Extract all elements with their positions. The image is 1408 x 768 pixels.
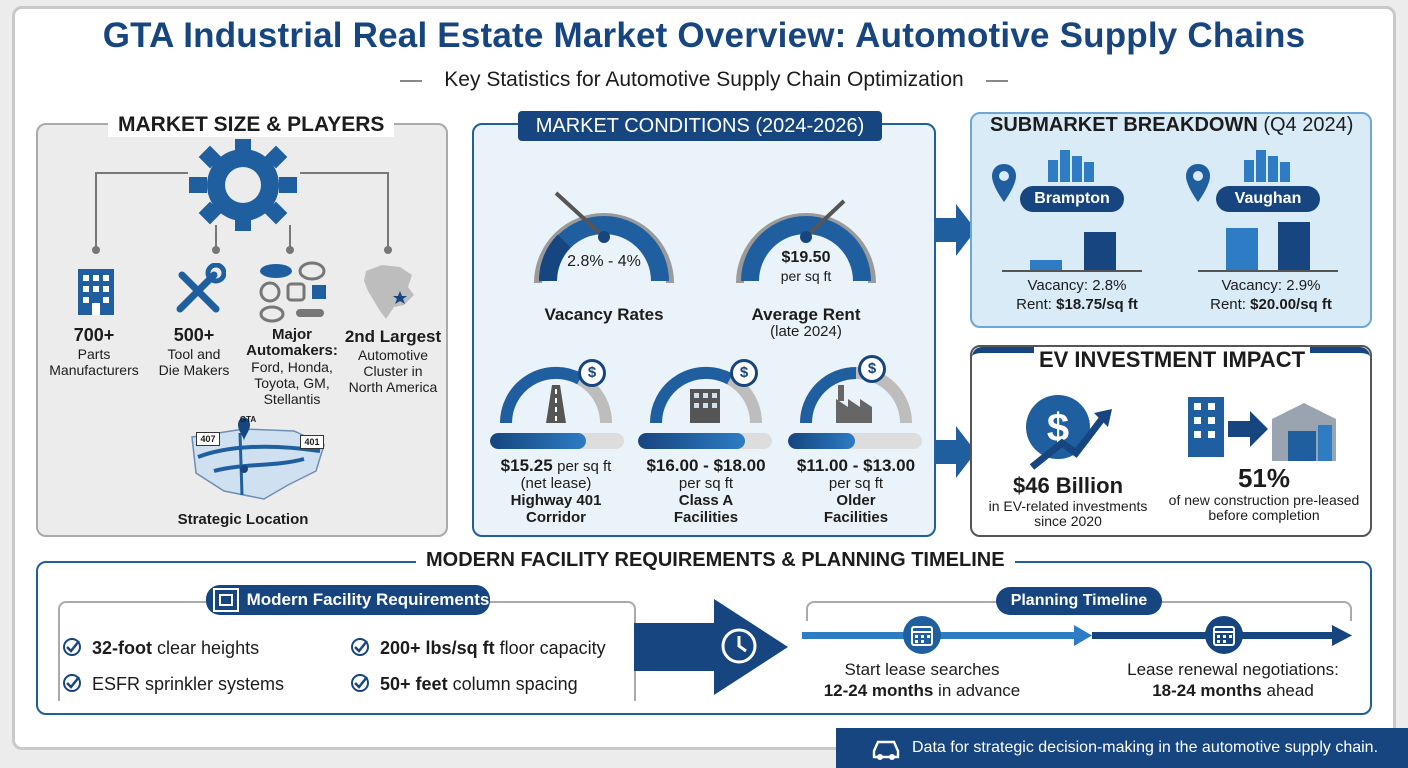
class-a-price-bar: [638, 433, 772, 449]
location-pin-icon: [1186, 164, 1210, 202]
submarket-panel: SUBMARKET BREAKDOWN (Q4 2024) Brampton V…: [970, 112, 1372, 328]
footer-banner: Data for strategic decision-making in th…: [836, 728, 1408, 768]
rent-unit: per sq ft: [780, 268, 832, 284]
requirement-item: 200+ lbs/sq ft floor capacity: [350, 637, 606, 659]
submarket-tag-brampton: Brampton: [1020, 186, 1124, 212]
older-price-bar: [788, 433, 922, 449]
rent-note: (late 2024): [770, 323, 842, 340]
brampton-stats: Vacancy: 2.8% Rent: $18.75/sq ft: [1016, 277, 1138, 313]
requirement-item: 50+ feet column spacing: [350, 673, 578, 695]
ev-heading: EV INVESTMENT IMPACT: [1034, 347, 1310, 373]
calendar-icon: [1205, 616, 1243, 654]
brampton-bar-rent: [1084, 232, 1116, 270]
vaughan-bar-rent: [1278, 222, 1310, 270]
check-circle-icon: [351, 638, 369, 656]
check-circle-icon: [63, 674, 81, 692]
page-subtitle: Key Statistics for Automotive Supply Cha…: [444, 68, 964, 91]
connector-lines: [92, 172, 392, 254]
rent-label: Average Rent: [751, 305, 861, 324]
requirements-title: Modern Facility Requirements: [206, 585, 490, 615]
strategic-location-label: Strategic Location: [177, 511, 309, 528]
arrow-right-icon: [934, 204, 976, 256]
vacancy-gauge: [534, 191, 674, 284]
dollar-badge-icon: $: [578, 359, 606, 387]
timeline-step-renewal: Lease renewal negotiations: 18-24 months…: [1127, 660, 1339, 700]
investment-growth-icon: $: [1026, 395, 1112, 470]
conditions-heading: MARKET CONDITIONS (2024-2026): [518, 111, 882, 141]
hwy-401-shield: 401: [300, 435, 324, 449]
requirement-item: ESFR sprinkler systems: [62, 673, 284, 695]
blueprint-icon: [213, 588, 239, 612]
hwy-407-shield: 407: [196, 432, 220, 446]
highway-gauge-icon: [499, 366, 612, 424]
check-circle-icon: [63, 638, 81, 656]
svg-text:$: $: [1047, 406, 1069, 450]
ev-preleased-desc: of new construction pre-leased before co…: [1168, 492, 1360, 523]
calendar-icon: [903, 616, 941, 654]
facility-timeline-panel: MODERN FACILITY REQUIREMENTS & PLANNING …: [36, 549, 1372, 715]
ev-investment-panel: EV INVESTMENT IMPACT $ $46 Billion in EV…: [970, 345, 1372, 537]
segment-older: $11.00 - $13.00 per sq ft Older Faciliti…: [796, 456, 916, 526]
requirement-item: 32-foot clear heights: [62, 637, 259, 659]
market-conditions-panel: MARKET CONDITIONS (2024-2026) 2.8% - 4% …: [472, 111, 936, 537]
class-a-gauge-icon: [649, 366, 762, 424]
older-gauge-icon: [800, 367, 912, 424]
ev-investment-desc: in EV-related investments since 2020: [988, 498, 1148, 529]
vacancy-value: 2.8% - 4%: [567, 253, 641, 270]
dollar-badge-icon: $: [858, 355, 886, 383]
city-skyline-icon: [1048, 150, 1094, 182]
timeline-track: [802, 625, 1352, 646]
stat-parts: 700+ Parts Manufacturers: [49, 325, 139, 378]
subtitle-row: Key Statistics for Automotive Supply Cha…: [400, 66, 1008, 96]
stat-tool-die: 500+ Tool and Die Makers: [158, 325, 230, 378]
car-icon: [872, 740, 900, 760]
stat-automakers: Major Automakers: Ford, Honda, Toyota, G…: [246, 326, 338, 408]
north-america-map-icon: [364, 265, 414, 319]
clock-icon: [721, 628, 757, 664]
dollar-badge-icon: $: [730, 359, 758, 387]
submarket-heading: SUBMARKET BREAKDOWN (Q4 2024): [990, 114, 1354, 136]
city-skyline-icon: [1244, 150, 1290, 182]
rent-value: $19.50: [781, 249, 831, 266]
vaughan-bar-vacancy: [1226, 228, 1258, 270]
arrow-right-icon: [934, 426, 976, 478]
timeline-arrow: [634, 599, 788, 695]
ev-investment-value: $46 Billion: [1012, 473, 1124, 498]
gear-icon: [189, 139, 297, 231]
building-to-warehouse-icon: [1188, 397, 1336, 461]
tools-icon: [176, 263, 226, 313]
vacancy-label: Vacancy Rates: [544, 305, 664, 324]
vaughan-stats: Vacancy: 2.9% Rent: $20.00/sq ft: [1210, 277, 1332, 313]
ev-preleased-value: 51%: [1237, 463, 1291, 493]
check-circle-icon: [351, 674, 369, 692]
market-size-panel: MARKET SIZE & PLAYERS: [36, 113, 448, 537]
brampton-bar-vacancy: [1030, 260, 1062, 270]
segment-class-a: $16.00 - $18.00 per sq ft Class A Facili…: [646, 456, 766, 526]
gta-pin-label: GTA: [239, 415, 257, 424]
automaker-logos: [256, 261, 334, 323]
timeline-title: Planning Timeline: [996, 587, 1162, 615]
stat-cluster: 2nd Largest Automotive Cluster in North …: [344, 327, 442, 395]
submarket-tag-vaughan: Vaughan: [1216, 186, 1320, 212]
location-pin-icon: [992, 164, 1016, 202]
market-heading: MARKET SIZE & PLAYERS: [108, 113, 395, 137]
highway-price-bar: [490, 433, 624, 449]
page-title: GTA Industrial Real Estate Market Overvi…: [102, 16, 1306, 55]
footer-text: Data for strategic decision-making in th…: [912, 739, 1379, 756]
timeline-step-start: Start lease searches 12-24 months in adv…: [823, 660, 1021, 700]
building-icon: [78, 269, 114, 315]
bottom-heading: MODERN FACILITY REQUIREMENTS & PLANNING …: [416, 549, 1015, 572]
rent-gauge: [736, 199, 876, 284]
segment-highway: $15.25 per sq ft (net lease) Highway 401…: [500, 456, 612, 526]
